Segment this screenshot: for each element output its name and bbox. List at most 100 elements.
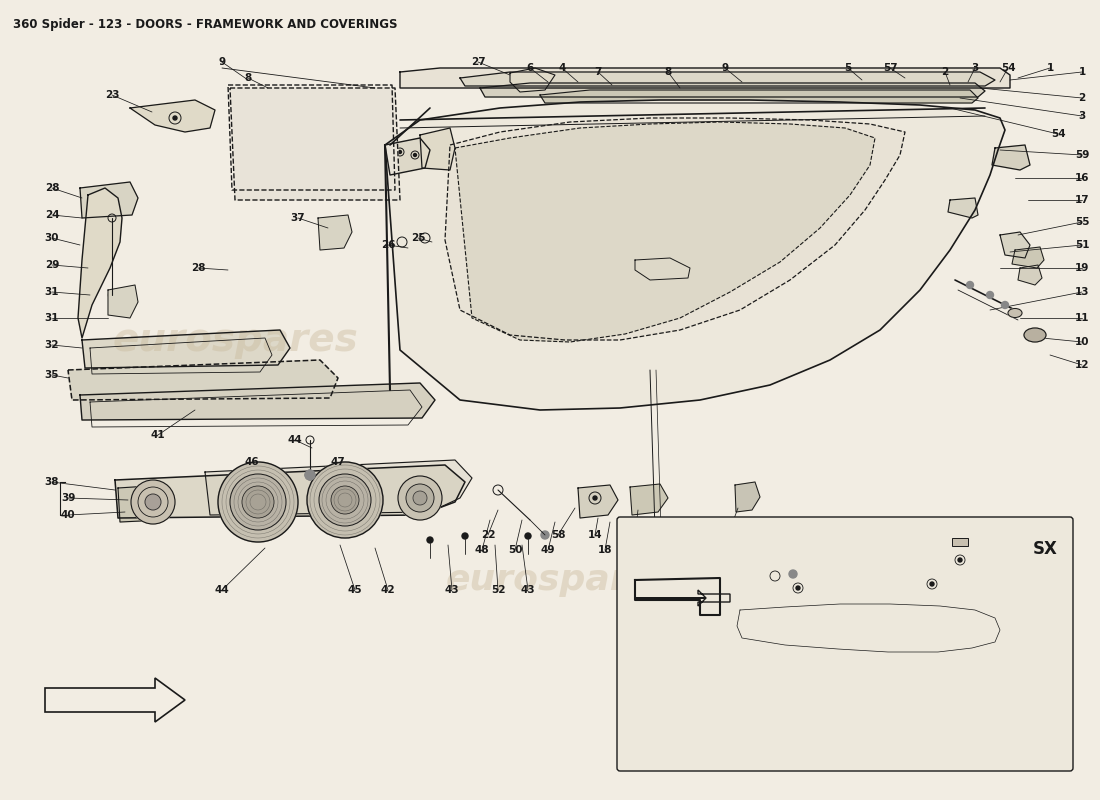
Text: 2: 2 (1078, 93, 1086, 103)
Polygon shape (318, 215, 352, 250)
Text: SX: SX (1033, 540, 1058, 558)
Circle shape (958, 558, 962, 562)
Text: 47: 47 (331, 457, 345, 467)
Text: 25: 25 (410, 233, 426, 243)
Polygon shape (460, 72, 996, 86)
Text: 56: 56 (640, 545, 656, 555)
Text: 19: 19 (1075, 263, 1089, 273)
Text: 42: 42 (381, 585, 395, 595)
Polygon shape (948, 198, 978, 218)
Polygon shape (78, 188, 122, 338)
Text: 48: 48 (475, 545, 490, 555)
Text: 18: 18 (597, 545, 613, 555)
Text: 360 Spider - 123 - DOORS - FRAMEWORK AND COVERINGS: 360 Spider - 123 - DOORS - FRAMEWORK AND… (13, 18, 398, 30)
Polygon shape (455, 122, 874, 342)
Circle shape (406, 484, 434, 512)
Text: eurospares: eurospares (112, 321, 358, 359)
Text: eurospares: eurospares (446, 563, 674, 597)
Text: 3: 3 (971, 63, 979, 73)
Polygon shape (82, 330, 290, 368)
Polygon shape (1012, 247, 1044, 268)
Circle shape (242, 486, 274, 518)
Circle shape (525, 533, 531, 539)
Polygon shape (798, 570, 953, 605)
Circle shape (230, 474, 286, 530)
Polygon shape (68, 360, 338, 400)
Text: 10: 10 (1075, 337, 1089, 347)
Text: 36: 36 (640, 630, 656, 640)
Text: 16: 16 (1075, 173, 1089, 183)
Text: 7: 7 (594, 67, 602, 77)
Polygon shape (118, 485, 170, 522)
Circle shape (398, 476, 442, 520)
Circle shape (930, 582, 934, 586)
Text: 35: 35 (45, 370, 59, 380)
Polygon shape (1018, 265, 1042, 285)
Text: 43: 43 (444, 585, 460, 595)
Ellipse shape (1008, 309, 1022, 318)
Text: 40: 40 (60, 510, 75, 520)
Circle shape (796, 586, 800, 590)
Polygon shape (420, 128, 455, 170)
Text: 1: 1 (1046, 63, 1054, 73)
Text: 46: 46 (244, 457, 260, 467)
Text: 41: 41 (151, 430, 165, 440)
Text: 28: 28 (190, 263, 206, 273)
Polygon shape (130, 100, 214, 132)
Text: 20: 20 (720, 530, 735, 540)
Polygon shape (760, 563, 806, 598)
Text: 34: 34 (845, 533, 859, 543)
Text: 50: 50 (508, 545, 522, 555)
Polygon shape (116, 465, 465, 518)
Polygon shape (108, 285, 138, 318)
Polygon shape (540, 90, 978, 103)
Polygon shape (725, 596, 1008, 655)
Text: 24: 24 (45, 210, 59, 220)
Text: 30: 30 (45, 233, 59, 243)
Polygon shape (1000, 232, 1030, 258)
Text: 54: 54 (1050, 129, 1065, 139)
Text: 1: 1 (1078, 67, 1086, 77)
Text: 2: 2 (942, 67, 948, 77)
Text: 44: 44 (287, 435, 303, 445)
Circle shape (412, 491, 427, 505)
Text: 9: 9 (219, 57, 225, 67)
Polygon shape (480, 83, 984, 97)
Text: 55: 55 (1075, 217, 1089, 227)
Text: 49: 49 (541, 545, 556, 555)
Circle shape (305, 470, 315, 480)
Polygon shape (992, 145, 1030, 170)
Polygon shape (205, 460, 472, 515)
Circle shape (218, 462, 298, 542)
Text: 29: 29 (45, 260, 59, 270)
Text: 15: 15 (628, 530, 642, 540)
Text: 33: 33 (750, 533, 766, 543)
Polygon shape (578, 485, 618, 518)
Text: 52: 52 (491, 585, 505, 595)
FancyBboxPatch shape (617, 517, 1072, 771)
Circle shape (319, 474, 371, 526)
Circle shape (331, 486, 359, 514)
Circle shape (131, 480, 175, 524)
Text: 3: 3 (1078, 111, 1086, 121)
Text: 13: 13 (1075, 287, 1089, 297)
Polygon shape (735, 482, 760, 512)
Circle shape (789, 570, 797, 578)
Circle shape (462, 533, 468, 539)
Text: 39: 39 (60, 493, 75, 503)
Text: 38: 38 (45, 477, 59, 487)
Text: 23: 23 (104, 90, 119, 100)
Polygon shape (630, 484, 668, 515)
Polygon shape (230, 88, 400, 200)
Text: 17: 17 (1075, 195, 1089, 205)
Text: 31: 31 (45, 287, 59, 297)
Text: 12: 12 (1075, 360, 1089, 370)
Text: 4: 4 (559, 63, 565, 73)
Text: 57: 57 (882, 63, 898, 73)
Circle shape (593, 496, 597, 500)
Text: 31: 31 (45, 313, 59, 323)
Text: 14: 14 (587, 530, 603, 540)
Text: 8: 8 (244, 73, 252, 83)
Text: 58: 58 (551, 530, 565, 540)
Circle shape (307, 462, 383, 538)
